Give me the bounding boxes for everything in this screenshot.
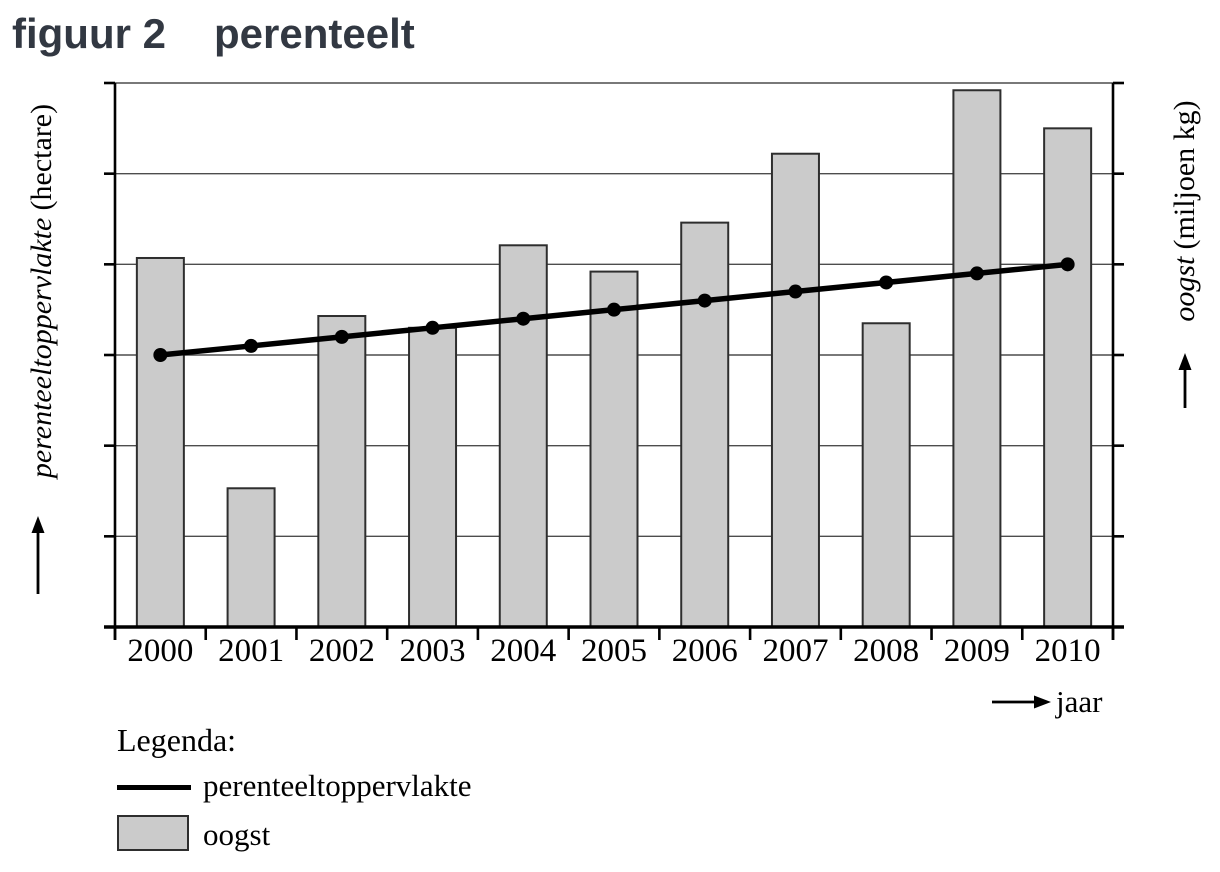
bar-2000: [135, 256, 185, 628]
bar-2005: [589, 270, 639, 628]
line-point-2002: [334, 329, 349, 344]
x-tick-label-2006: 2006: [672, 633, 738, 669]
bar-2006: [680, 221, 730, 628]
figure-number: figuur 2: [12, 10, 166, 57]
left-axis-label: perenteeltoppervlakte (hectare): [22, 61, 62, 521]
bar-2002: [317, 315, 367, 628]
left-axis-label-unit: (hectare): [25, 103, 58, 211]
line-point-2006: [697, 293, 712, 308]
x-axis-right-arrow-icon: [1034, 695, 1051, 709]
x-tick-label-2005: 2005: [581, 633, 647, 669]
bar-2004: [498, 244, 548, 628]
line-point-2001: [244, 338, 259, 353]
right-axis-label-name: oogst: [1168, 256, 1201, 322]
bar-series-swatch: [117, 815, 189, 851]
legend-title: Legenda:: [117, 722, 237, 758]
x-tick-label-2010: 2010: [1035, 633, 1101, 669]
legend-item-perenteeltoppervlakte: perenteeltoppervlakte: [203, 768, 472, 803]
line-series-swatch: [117, 785, 191, 790]
legend-item-oogst: oogst: [203, 817, 271, 852]
left-axis-label-name: perenteeltoppervlakte: [25, 217, 58, 479]
figure-name: perenteelt: [214, 10, 415, 57]
bar-2007: [770, 152, 820, 628]
x-tick-label-2007: 2007: [762, 633, 828, 669]
x-tick-label-2003: 2003: [400, 633, 466, 669]
line-point-2009: [969, 266, 984, 281]
right-axis-label: oogst (miljoen kg): [1165, 61, 1205, 361]
bar-2001: [226, 487, 276, 628]
line-point-2010: [1060, 257, 1075, 272]
x-tick-label-2004: 2004: [490, 633, 556, 669]
figure-title: figuur 2 perenteelt: [12, 10, 415, 58]
x-tick-label-2008: 2008: [853, 633, 919, 669]
bar-2010: [1043, 127, 1093, 628]
x-tick-label-2009: 2009: [944, 633, 1010, 669]
bar-2003: [408, 326, 458, 628]
line-point-2005: [607, 302, 621, 317]
line-point-2003: [425, 320, 440, 335]
bar-2008: [861, 322, 911, 628]
x-tick-label-2001: 2001: [218, 633, 284, 669]
left-axis-up-arrow-icon: [31, 516, 45, 533]
x-tick-label-2000: 2000: [127, 633, 193, 669]
line-point-2008: [879, 275, 894, 290]
line-point-2000: [153, 348, 168, 362]
right-axis-up-arrow-icon: [1178, 353, 1192, 370]
line-point-2004: [516, 311, 531, 326]
x-tick-label-2002: 2002: [309, 633, 375, 669]
x-axis-label: jaar: [1056, 684, 1103, 719]
bar-2009: [952, 89, 1002, 628]
right-axis-label-unit: (miljoen kg): [1168, 100, 1201, 250]
line-point-2007: [788, 284, 803, 299]
